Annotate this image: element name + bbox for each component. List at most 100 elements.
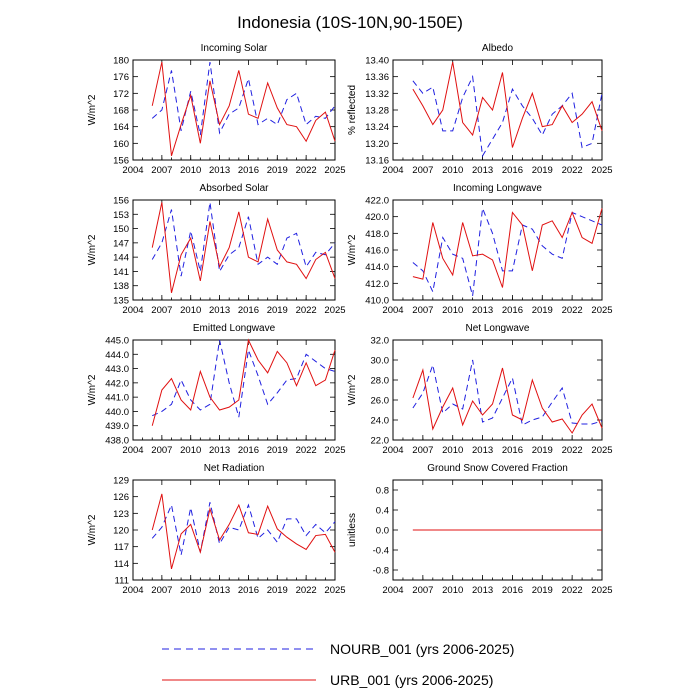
ground-snow-covered-fraction-title: Ground Snow Covered Fraction bbox=[427, 463, 568, 474]
legend-label-urb: URB_001 (yrs 2006-2025) bbox=[330, 672, 493, 688]
chart-panels: Incoming Solar W/m^2 2004 2007 2010 2013 2016 2… bbox=[87, 43, 613, 596]
incoming-solar-xtick-label: 2007 bbox=[151, 165, 172, 176]
albedo-ylabel: % reflected bbox=[347, 85, 358, 135]
net-radiation-xtick-label: 2010 bbox=[180, 585, 201, 596]
net-longwave-xtick-label: 2025 bbox=[591, 445, 612, 456]
ground-snow-covered-fraction-xtick-label: 2016 bbox=[502, 585, 523, 596]
incoming-longwave-series-nourb-001 bbox=[412, 208, 603, 296]
net-longwave-series-nourb-001 bbox=[412, 359, 603, 426]
albedo-series-urb-001 bbox=[412, 61, 603, 148]
ground-snow-covered-fraction-ytick-label: 0.0 bbox=[376, 526, 389, 537]
absorbed-solar-ytick-label: 147 bbox=[113, 238, 129, 249]
emitted-longwave-xtick-label: 2007 bbox=[151, 445, 172, 456]
incoming-solar-ytick-label: 160 bbox=[113, 139, 129, 150]
albedo-plot-frame bbox=[392, 59, 603, 161]
albedo-xtick-label: 2019 bbox=[532, 165, 553, 176]
albedo-xtick-label: 2013 bbox=[472, 165, 493, 176]
incoming-solar-ytick-label: 156 bbox=[113, 156, 129, 167]
incoming-longwave-xtick-label: 2013 bbox=[472, 305, 493, 316]
absorbed-solar-series-urb-001 bbox=[151, 202, 336, 293]
emitted-longwave-series-urb-001 bbox=[151, 338, 336, 426]
emitted-longwave-ytick-label: 438.0 bbox=[105, 436, 129, 447]
emitted-longwave-ylabel: W/m^2 bbox=[87, 374, 98, 405]
absorbed-solar-ytick-label: 153 bbox=[113, 210, 129, 221]
albedo-ytick-label: 13.40 bbox=[365, 56, 389, 67]
incoming-solar-title: Incoming Solar bbox=[201, 43, 268, 54]
net-radiation-ytick-label: 129 bbox=[113, 476, 129, 487]
absorbed-solar-ytick-label: 144 bbox=[113, 253, 129, 264]
absorbed-solar-series-nourb-001 bbox=[151, 202, 336, 277]
net-radiation-ytick-label: 126 bbox=[113, 492, 129, 503]
absorbed-solar-ytick-label: 138 bbox=[113, 281, 129, 292]
albedo-xtick-label: 2025 bbox=[591, 165, 612, 176]
emitted-longwave-ytick-label: 443.0 bbox=[105, 364, 129, 375]
albedo-xtick-label: 2004 bbox=[382, 165, 403, 176]
emitted-longwave-ytick-label: 442.0 bbox=[105, 378, 129, 389]
emitted-longwave-xtick-label: 2013 bbox=[209, 445, 230, 456]
incoming-longwave-ytick-label: 422.0 bbox=[365, 196, 389, 207]
absorbed-solar-title: Absorbed Solar bbox=[200, 183, 270, 194]
ground-snow-covered-fraction-xtick-label: 2022 bbox=[562, 585, 583, 596]
albedo-ytick-label: 13.16 bbox=[365, 156, 389, 167]
figure-title: Indonesia (10S-10N,90-150E) bbox=[237, 13, 463, 32]
incoming-solar-series-urb-001 bbox=[151, 61, 336, 156]
incoming-longwave-ytick-label: 410.0 bbox=[365, 296, 389, 307]
net-radiation-ytick-label: 117 bbox=[114, 542, 129, 553]
ground-snow-covered-fraction-ytick-label: 0.8 bbox=[376, 486, 389, 497]
panel-incoming-solar: Incoming Solar W/m^2 2004 2007 2010 2013 2016 2… bbox=[87, 43, 346, 176]
absorbed-solar-plot-frame bbox=[132, 199, 336, 301]
incoming-solar-xtick-label: 2010 bbox=[180, 165, 201, 176]
net-radiation-xtick-label: 2013 bbox=[209, 585, 230, 596]
legend-label-nourb: NOURB_001 (yrs 2006-2025) bbox=[330, 641, 514, 657]
albedo-xtick-label: 2022 bbox=[562, 165, 583, 176]
panel-albedo: Albedo % reflected 2004 2007 2010 2013 2016 201… bbox=[347, 43, 613, 176]
albedo-ytick-label: 13.28 bbox=[365, 106, 389, 117]
net-longwave-plot-frame bbox=[392, 339, 603, 441]
emitted-longwave-ytick-label: 441.0 bbox=[105, 393, 129, 404]
incoming-solar-ytick-label: 180 bbox=[113, 56, 129, 67]
emitted-longwave-xtick-label: 2025 bbox=[324, 445, 345, 456]
emitted-longwave-xtick-label: 2010 bbox=[180, 445, 201, 456]
absorbed-solar-xtick-label: 2013 bbox=[209, 305, 230, 316]
absorbed-solar-ytick-label: 156 bbox=[113, 196, 129, 207]
incoming-solar-ytick-label: 176 bbox=[113, 72, 129, 83]
absorbed-solar-xtick-label: 2025 bbox=[324, 305, 345, 316]
incoming-longwave-xtick-label: 2019 bbox=[532, 305, 553, 316]
emitted-longwave-xtick-label: 2019 bbox=[267, 445, 288, 456]
net-longwave-xtick-label: 2016 bbox=[502, 445, 523, 456]
net-longwave-ytick-label: 32.0 bbox=[371, 336, 390, 347]
net-radiation-ytick-label: 123 bbox=[113, 509, 129, 520]
net-longwave-xtick-label: 2013 bbox=[472, 445, 493, 456]
emitted-longwave-ytick-label: 439.0 bbox=[105, 421, 129, 432]
incoming-longwave-title: Incoming Longwave bbox=[453, 183, 542, 194]
incoming-solar-xtick-label: 2004 bbox=[122, 165, 143, 176]
net-radiation-ytick-label: 120 bbox=[113, 526, 129, 537]
absorbed-solar-xtick-label: 2007 bbox=[151, 305, 172, 316]
net-radiation-title: Net Radiation bbox=[204, 463, 265, 474]
albedo-xtick-label: 2010 bbox=[442, 165, 463, 176]
net-longwave-xtick-label: 2004 bbox=[382, 445, 403, 456]
emitted-longwave-xtick-label: 2022 bbox=[296, 445, 317, 456]
emitted-longwave-xtick-label: 2016 bbox=[238, 445, 259, 456]
net-longwave-series-urb-001 bbox=[412, 367, 603, 434]
albedo-ytick-label: 13.20 bbox=[365, 139, 389, 150]
incoming-solar-ytick-label: 168 bbox=[113, 106, 129, 117]
incoming-solar-xtick-label: 2025 bbox=[324, 165, 345, 176]
albedo-ytick-label: 13.36 bbox=[365, 72, 389, 83]
net-radiation-plot-frame bbox=[132, 479, 336, 581]
incoming-longwave-ytick-label: 416.0 bbox=[365, 246, 389, 257]
incoming-longwave-xtick-label: 2016 bbox=[502, 305, 523, 316]
incoming-solar-xtick-label: 2022 bbox=[296, 165, 317, 176]
emitted-longwave-ytick-label: 444.0 bbox=[105, 350, 129, 361]
panel-emitted-longwave: Emitted Longwave W/m^2 2004 2007 2010 2013 201… bbox=[87, 323, 346, 456]
net-longwave-xtick-label: 2010 bbox=[442, 445, 463, 456]
incoming-solar-ytick-label: 164 bbox=[113, 122, 129, 133]
net-longwave-ytick-label: 22.0 bbox=[371, 436, 390, 447]
emitted-longwave-xtick-label: 2004 bbox=[122, 445, 143, 456]
incoming-longwave-ylabel: W/m^2 bbox=[347, 234, 358, 265]
emitted-longwave-ytick-label: 445.0 bbox=[105, 336, 129, 347]
net-longwave-ytick-label: 28.0 bbox=[371, 376, 390, 387]
ground-snow-covered-fraction-xtick-label: 2010 bbox=[442, 585, 463, 596]
panel-ground-snow-covered-fraction: Ground Snow Covered Fraction unitless 2004… bbox=[347, 463, 613, 596]
